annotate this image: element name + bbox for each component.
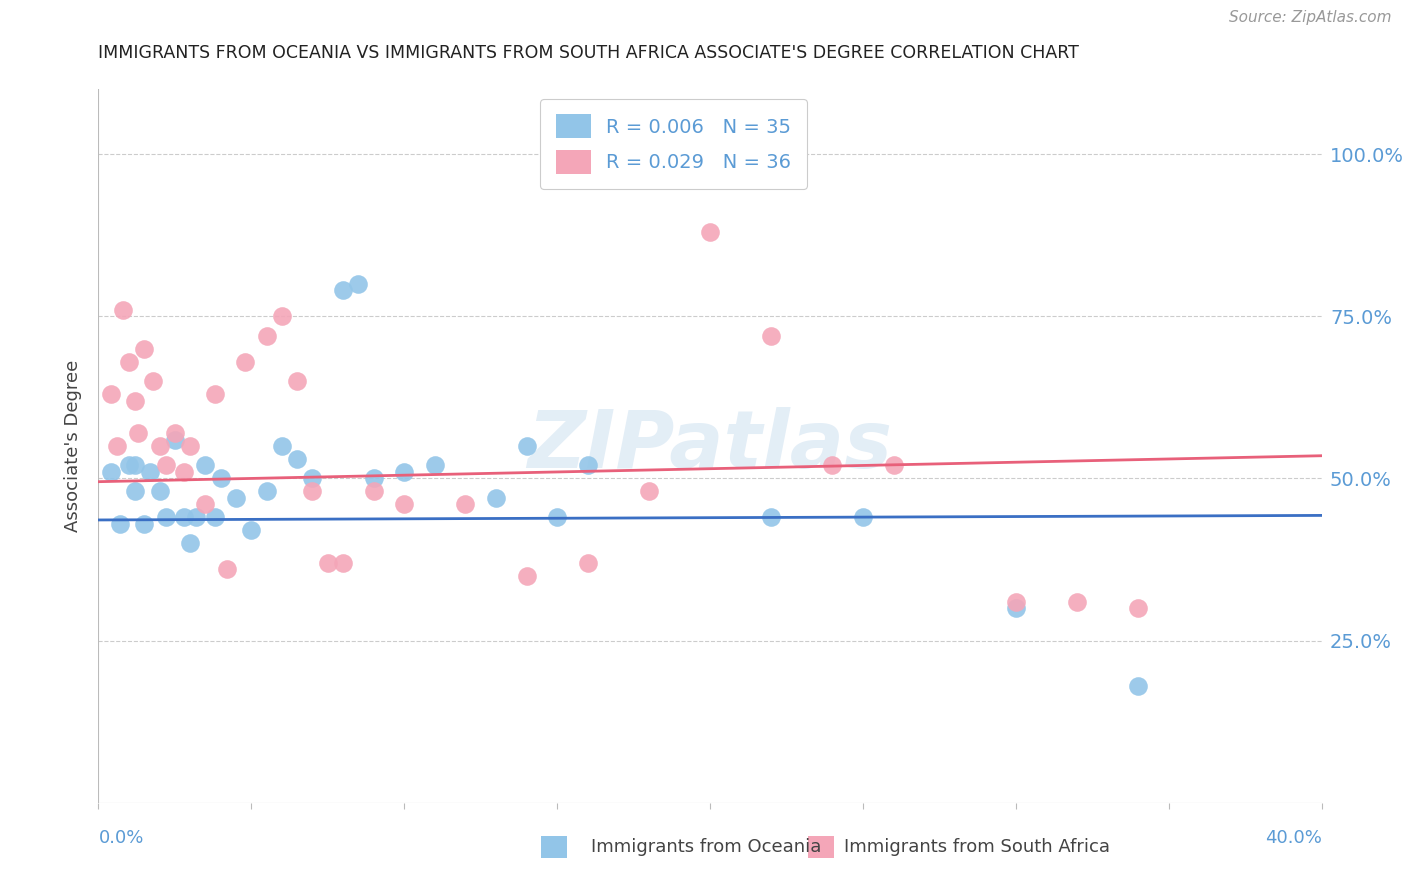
- Point: [124, 458, 146, 473]
- Point: [363, 484, 385, 499]
- Point: [1066, 595, 1088, 609]
- Point: [347, 277, 370, 291]
- Point: [285, 452, 308, 467]
- Point: [155, 510, 177, 524]
- Point: [209, 471, 232, 485]
- Point: [332, 556, 354, 570]
- Point: [883, 458, 905, 473]
- Point: [215, 562, 238, 576]
- Point: [516, 439, 538, 453]
- Point: [163, 425, 186, 440]
- Point: [194, 497, 217, 511]
- Text: IMMIGRANTS FROM OCEANIA VS IMMIGRANTS FROM SOUTH AFRICA ASSOCIATE'S DEGREE CORRE: IMMIGRANTS FROM OCEANIA VS IMMIGRANTS FR…: [98, 44, 1080, 62]
- Point: [454, 497, 477, 511]
- Point: [118, 354, 141, 368]
- Point: [108, 516, 131, 531]
- Point: [194, 458, 217, 473]
- Text: 0.0%: 0.0%: [98, 829, 143, 847]
- Point: [485, 491, 508, 505]
- Point: [204, 387, 226, 401]
- Point: [186, 510, 208, 524]
- Point: [105, 439, 128, 453]
- Point: [179, 439, 201, 453]
- Point: [423, 458, 446, 473]
- Point: [576, 458, 599, 473]
- Point: [134, 342, 156, 356]
- Point: [173, 465, 195, 479]
- Point: [240, 524, 263, 538]
- Legend: R = 0.006   N = 35, R = 0.029   N = 36: R = 0.006 N = 35, R = 0.029 N = 36: [540, 99, 807, 189]
- Point: [392, 465, 416, 479]
- Text: Immigrants from South Africa: Immigrants from South Africa: [844, 838, 1109, 855]
- Point: [256, 484, 278, 499]
- Point: [332, 283, 354, 297]
- Point: [270, 439, 292, 453]
- Point: [852, 510, 875, 524]
- Point: [155, 458, 177, 473]
- Y-axis label: Associate's Degree: Associate's Degree: [65, 359, 83, 533]
- Text: Immigrants from Oceania: Immigrants from Oceania: [591, 838, 821, 855]
- Point: [118, 458, 141, 473]
- Text: 40.0%: 40.0%: [1265, 829, 1322, 847]
- Text: ZIPatlas: ZIPatlas: [527, 407, 893, 485]
- Point: [270, 310, 292, 324]
- Point: [124, 484, 146, 499]
- Point: [127, 425, 149, 440]
- Point: [516, 568, 538, 582]
- Point: [256, 328, 278, 343]
- Point: [759, 510, 782, 524]
- Point: [1128, 601, 1150, 615]
- Point: [233, 354, 256, 368]
- Point: [301, 471, 323, 485]
- Point: [149, 439, 172, 453]
- Point: [100, 465, 122, 479]
- Point: [204, 510, 226, 524]
- Text: Source: ZipAtlas.com: Source: ZipAtlas.com: [1229, 11, 1392, 25]
- Point: [179, 536, 201, 550]
- Point: [1004, 595, 1026, 609]
- Point: [285, 374, 308, 388]
- Point: [699, 225, 721, 239]
- Point: [1128, 679, 1150, 693]
- Point: [576, 556, 599, 570]
- Point: [134, 516, 156, 531]
- Point: [225, 491, 247, 505]
- Point: [759, 328, 782, 343]
- Point: [637, 484, 661, 499]
- Point: [173, 510, 195, 524]
- Point: [142, 374, 165, 388]
- Point: [100, 387, 122, 401]
- Point: [363, 471, 385, 485]
- Point: [316, 556, 339, 570]
- Point: [149, 484, 172, 499]
- Point: [546, 510, 568, 524]
- Point: [111, 302, 134, 317]
- Point: [124, 393, 146, 408]
- Point: [163, 433, 186, 447]
- Point: [392, 497, 416, 511]
- Point: [821, 458, 844, 473]
- Point: [139, 465, 162, 479]
- Point: [1004, 601, 1026, 615]
- Point: [301, 484, 323, 499]
